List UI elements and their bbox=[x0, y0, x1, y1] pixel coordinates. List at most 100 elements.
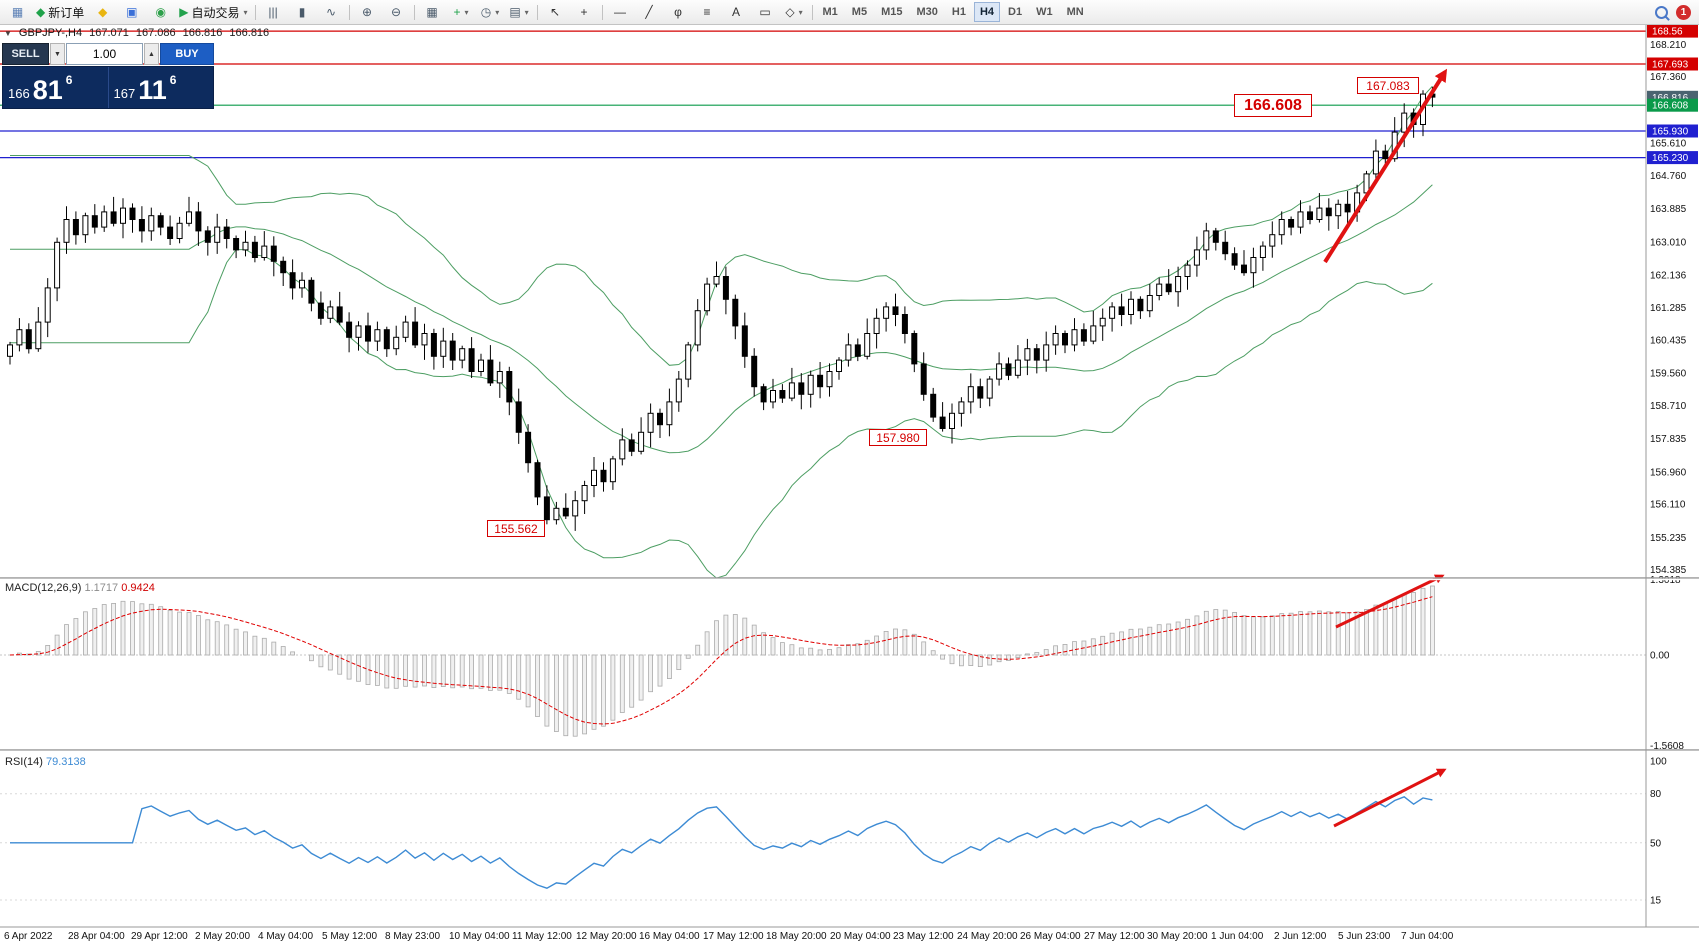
ohlc-close: 166.816 bbox=[229, 27, 270, 39]
shapes-button[interactable]: ◇ ▾ bbox=[780, 1, 809, 23]
bar-chart-button[interactable]: ||| bbox=[259, 1, 288, 23]
text-icon: A bbox=[732, 5, 741, 19]
annotation-price-flag[interactable]: 166.608 bbox=[1234, 94, 1312, 117]
trend-arrow[interactable] bbox=[1335, 574, 1445, 629]
market-watch-button[interactable]: ▣ bbox=[117, 1, 146, 23]
svg-text:0.00: 0.00 bbox=[1650, 651, 1670, 662]
time-tick: 6 Apr 2022 bbox=[4, 931, 53, 942]
horizontal-line-icon: — bbox=[614, 5, 627, 19]
text-label-button[interactable]: ▭ bbox=[751, 1, 780, 23]
time-tick: 5 Jun 23:00 bbox=[1338, 931, 1391, 942]
timeframe-m1-button[interactable]: M1 bbox=[822, 6, 838, 18]
ohlc-open: 167.071 bbox=[89, 27, 129, 39]
timeframe-h1-button[interactable]: H1 bbox=[951, 6, 966, 18]
notification-badge[interactable]: 1 bbox=[1676, 4, 1691, 20]
rsi-value: 79.3138 bbox=[45, 756, 86, 768]
svg-text:100: 100 bbox=[1650, 757, 1667, 768]
one-click-trading-panel: SELL ▼ 1.00 ▲ BUY 166 81 6 167 11 6 bbox=[2, 43, 214, 109]
lot-increase-button[interactable]: ▲ bbox=[144, 43, 159, 65]
trend-arrow[interactable] bbox=[1333, 768, 1447, 828]
ohlc-high: 167.086 bbox=[135, 27, 176, 39]
price-marker-blue bbox=[1647, 124, 1698, 138]
period-button[interactable]: ◷ ▾ bbox=[476, 1, 505, 23]
bid-ask-display: 166 81 6 167 11 6 bbox=[2, 66, 214, 109]
bollinger-bands bbox=[10, 85, 1433, 579]
crosshair-icon: + bbox=[580, 5, 588, 19]
time-tick: 12 May 20:00 bbox=[576, 931, 637, 942]
indicators-button[interactable]: + ▾ bbox=[447, 1, 476, 23]
community-button[interactable]: ◉ bbox=[146, 1, 175, 23]
svg-text:165.230: 165.230 bbox=[1652, 153, 1689, 164]
candle-chart-button[interactable]: ▮ bbox=[288, 1, 317, 23]
toolbar-right: 1 bbox=[1655, 4, 1696, 20]
channel-button[interactable]: ≡ bbox=[693, 1, 722, 23]
new-chart-button[interactable]: ▦ bbox=[3, 1, 32, 23]
fibonacci-button[interactable]: φ bbox=[664, 1, 693, 23]
time-tick: 28 Apr 04:00 bbox=[68, 931, 125, 942]
trend-arrow[interactable] bbox=[1323, 68, 1448, 264]
time-tick: 2 Jun 12:00 bbox=[1274, 931, 1327, 942]
trendline-button[interactable]: ╱ bbox=[635, 1, 664, 23]
ask-pips: 11 bbox=[138, 75, 167, 106]
annotation-price-flag[interactable]: 157.980 bbox=[869, 429, 927, 446]
new-chart-icon: ▦ bbox=[11, 5, 24, 19]
timeframe-w1-button[interactable]: W1 bbox=[1036, 6, 1053, 18]
zoom-out-button[interactable]: ⊖ bbox=[382, 1, 411, 23]
toolbar-separator bbox=[811, 4, 813, 20]
toolbar-buttons: ▦ ◆ 新订单 ◆ ▣ ◉ ▶ 自动交易 ▾ ||| ▮ ∿ ⊕ ⊖ ▦ + ▾ ◷ ▾ ▤ ▾ ↖ + — ╱ φ ≡ A ▭ ◇ ▾ M1… bbox=[3, 1, 1091, 23]
price-tick: 161.285 bbox=[1650, 303, 1687, 314]
price-axis: 1.3018 0.00 -1.5608 100 80 50 15 168.56 168.210 1… bbox=[1647, 24, 1698, 907]
macd-label: MACD(12,26,9) bbox=[5, 582, 82, 594]
favorites-button[interactable]: ◆ bbox=[88, 1, 117, 23]
bid-price[interactable]: 166 81 6 bbox=[3, 67, 108, 108]
candles[interactable] bbox=[7, 86, 1436, 531]
timeframe-m5-button[interactable]: M5 bbox=[851, 6, 868, 18]
line-chart-icon: ∿ bbox=[325, 5, 337, 19]
algo-trading-button[interactable]: ▶ 自动交易 ▾ bbox=[175, 1, 251, 23]
timeframe-m30-button[interactable]: M30 bbox=[916, 6, 938, 18]
new-order-button[interactable]: ◆ 新订单 bbox=[32, 1, 88, 23]
rsi-line bbox=[10, 796, 1433, 889]
price-marker-red bbox=[1647, 57, 1698, 71]
line-chart-button[interactable]: ∿ bbox=[317, 1, 346, 23]
svg-text:166.608: 166.608 bbox=[1652, 101, 1689, 112]
templates-button[interactable]: ▤ ▾ bbox=[505, 1, 534, 23]
tile-windows-button[interactable]: ▦ bbox=[418, 1, 447, 23]
svg-text:80: 80 bbox=[1650, 789, 1662, 800]
zoom-in-button[interactable]: ⊕ bbox=[353, 1, 382, 23]
ask-prefix: 167 bbox=[113, 86, 136, 102]
text-button[interactable]: A bbox=[722, 1, 751, 23]
timeframe-m15-button[interactable]: M15 bbox=[881, 6, 903, 18]
candle-chart-icon: ▮ bbox=[298, 5, 306, 19]
buy-button[interactable]: BUY bbox=[160, 43, 214, 65]
one-click-toggle-icon[interactable]: ▼ bbox=[4, 28, 12, 38]
price-marker-green bbox=[1647, 98, 1698, 112]
annotation-arrows[interactable] bbox=[1323, 68, 1448, 828]
lot-size-input[interactable]: 1.00 bbox=[66, 43, 143, 65]
lot-decrease-button[interactable]: ▼ bbox=[50, 43, 65, 65]
macd-signal-value: 0.9424 bbox=[121, 582, 155, 594]
toolbar-separator bbox=[348, 4, 350, 20]
timeframe-d1-button[interactable]: D1 bbox=[1008, 6, 1023, 18]
sell-button[interactable]: SELL bbox=[2, 43, 49, 65]
cursor-button[interactable]: ↖ bbox=[541, 1, 570, 23]
ask-price[interactable]: 167 11 6 bbox=[107, 67, 214, 108]
timeframe-mn-button[interactable]: MN bbox=[1066, 6, 1084, 18]
bar-chart-icon: ||| bbox=[268, 5, 278, 19]
crosshair-button[interactable]: + bbox=[570, 1, 599, 23]
macd-indicator-title: MACD(12,26,9) 1.1717 0.9424 bbox=[5, 582, 155, 594]
shapes-icon: ◇ bbox=[785, 5, 795, 19]
annotation-price-flag[interactable]: 167.083 bbox=[1357, 77, 1419, 94]
bid-prefix: 166 bbox=[8, 86, 30, 102]
timeframe-h4-button[interactable]: H4 bbox=[973, 2, 1001, 22]
annotation-price-flag[interactable]: 155.562 bbox=[487, 520, 545, 537]
toolbar-separator bbox=[536, 4, 538, 20]
price-marker-red bbox=[1647, 24, 1698, 38]
horizontal-line-button[interactable]: — bbox=[606, 1, 635, 23]
time-tick: 18 May 20:00 bbox=[766, 931, 827, 942]
templates-icon: ▤ bbox=[509, 5, 521, 19]
horizontal-lines[interactable] bbox=[0, 30, 1646, 159]
search-icon[interactable] bbox=[1655, 5, 1668, 19]
price-tick: 167.360 bbox=[1650, 72, 1687, 83]
